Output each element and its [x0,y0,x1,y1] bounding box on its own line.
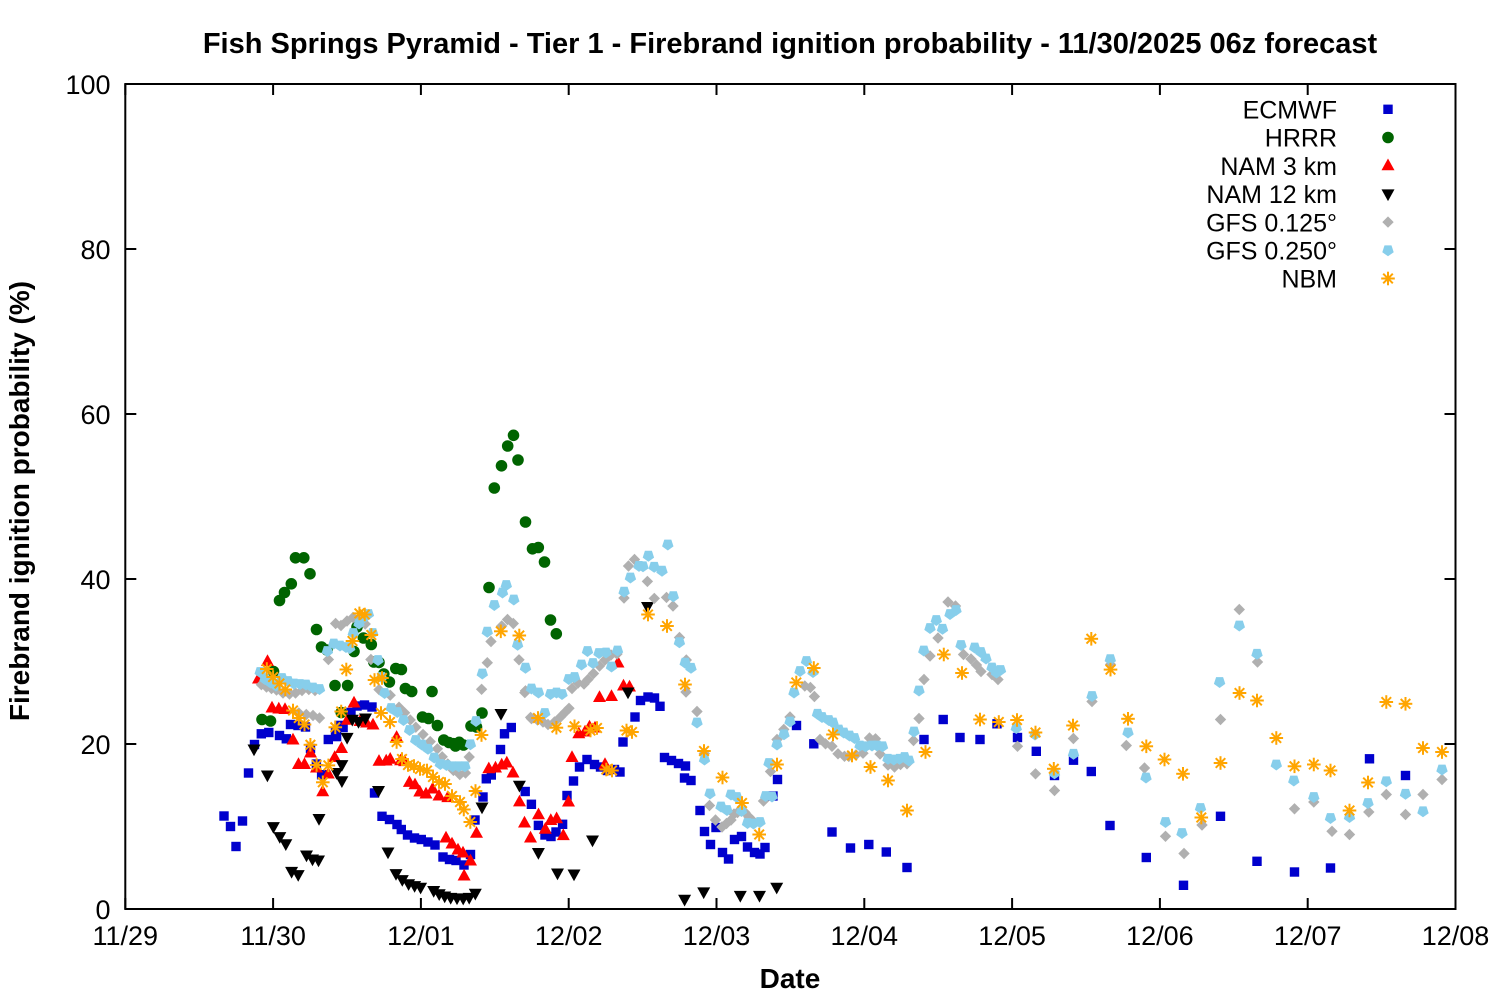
svg-text:80: 80 [80,235,110,265]
svg-text:12/02: 12/02 [535,921,603,951]
svg-text:12/08: 12/08 [1422,921,1490,951]
svg-text:NBM: NBM [1281,266,1337,294]
svg-text:ECMWF: ECMWF [1243,97,1337,125]
svg-text:12/04: 12/04 [831,921,899,951]
svg-text:NAM 3 km: NAM 3 km [1220,153,1337,181]
svg-text:11/29: 11/29 [93,921,159,951]
svg-text:100: 100 [65,70,110,100]
svg-text:12/06: 12/06 [1126,921,1194,951]
svg-text:NAM 12 km: NAM 12 km [1206,181,1337,209]
svg-text:20: 20 [80,730,110,760]
svg-text:12/03: 12/03 [683,921,751,951]
svg-text:60: 60 [80,400,110,430]
svg-text:GFS 0.125°: GFS 0.125° [1206,209,1337,237]
svg-text:12/05: 12/05 [978,921,1046,951]
svg-text:Date: Date [760,963,821,994]
svg-text:40: 40 [80,565,110,595]
svg-text:GFS 0.250°: GFS 0.250° [1206,238,1337,266]
svg-text:Fish Springs Pyramid - Tier 1: Fish Springs Pyramid - Tier 1 - Firebran… [203,28,1378,60]
svg-text:12/07: 12/07 [1274,921,1342,951]
svg-text:11/30: 11/30 [240,921,306,951]
svg-text:0: 0 [95,895,110,925]
svg-text:12/01: 12/01 [387,921,455,951]
svg-text:Firebrand ignition probability: Firebrand ignition probability (%) [4,281,35,721]
svg-text:HRRR: HRRR [1265,125,1337,153]
